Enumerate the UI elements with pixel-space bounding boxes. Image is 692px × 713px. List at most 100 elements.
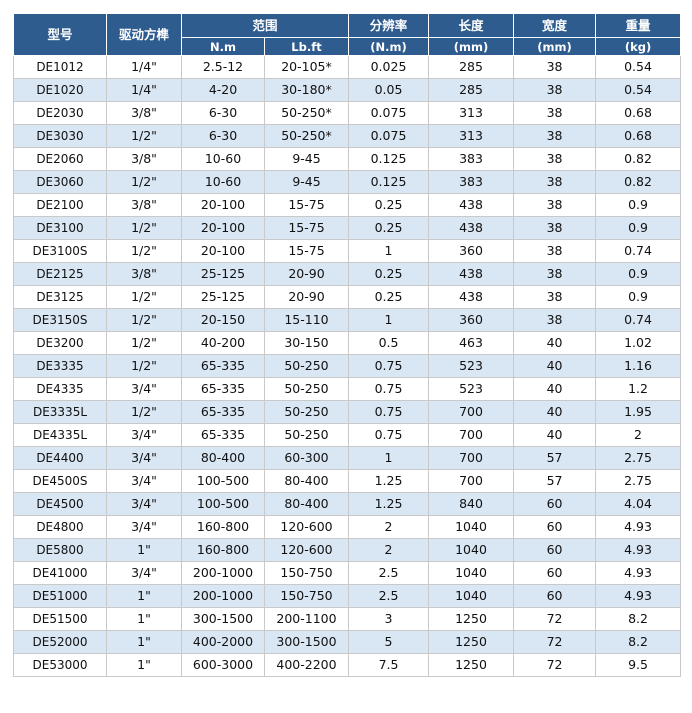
cell-drive: 1": [106, 653, 182, 677]
cell-range-lbft: 20-90: [263, 285, 350, 309]
cell-range-nm: 300-1500: [181, 607, 265, 631]
table-row: DE4800 3/4" 160-800 120-600 2 1040 60 4.93: [13, 515, 682, 539]
table-header: 型号 驱动方榫 范围 分辨率 长度 宽度 重量 N.m Lb.ft (N.m) …: [13, 13, 682, 56]
cell-width: 72: [513, 607, 597, 631]
header-width: 宽度: [513, 13, 597, 38]
cell-model: DE4335: [13, 377, 107, 401]
table-row: DE2030 3/8" 6-30 50-250* 0.075 313 38 0.68: [13, 101, 682, 125]
cell-length: 700: [428, 469, 515, 493]
cell-range-lbft: 9-45: [263, 170, 350, 194]
cell-width: 57: [513, 446, 597, 470]
cell-weight: 2.75: [595, 446, 682, 470]
cell-model: DE3200: [13, 331, 107, 355]
cell-weight: 0.9: [595, 285, 682, 309]
cell-width: 38: [513, 55, 597, 79]
cell-width: 72: [513, 630, 597, 654]
cell-weight: 2.75: [595, 469, 682, 493]
cell-width: 38: [513, 239, 597, 263]
cell-weight: 4.93: [595, 515, 682, 539]
cell-resolution: 0.125: [348, 170, 430, 194]
cell-drive: 3/4": [106, 492, 182, 516]
cell-drive: 1/2": [106, 331, 182, 355]
table-row: DE4335 3/4" 65-335 50-250 0.75 523 40 1.2: [13, 377, 682, 401]
table-row: DE1012 1/4" 2.5-12 20-105* 0.025 285 38 0.54: [13, 55, 682, 79]
cell-length: 523: [428, 377, 515, 401]
cell-length: 383: [428, 147, 515, 171]
cell-length: 438: [428, 193, 515, 217]
cell-width: 38: [513, 308, 597, 332]
cell-range-nm: 160-800: [181, 538, 265, 562]
cell-weight: 4.93: [595, 538, 682, 562]
table-row: DE3100 1/2" 20-100 15-75 0.25 438 38 0.9: [13, 216, 682, 240]
table-row: DE3060 1/2" 10-60 9-45 0.125 383 38 0.82: [13, 170, 682, 194]
cell-width: 38: [513, 262, 597, 286]
cell-length: 360: [428, 239, 515, 263]
cell-width: 38: [513, 78, 597, 102]
cell-range-nm: 20-100: [181, 216, 265, 240]
cell-width: 72: [513, 653, 597, 677]
cell-drive: 1/2": [106, 285, 182, 309]
cell-length: 1040: [428, 561, 515, 585]
table-row: DE5800 1" 160-800 120-600 2 1040 60 4.93: [13, 538, 682, 562]
cell-drive: 3/4": [106, 515, 182, 539]
cell-range-lbft: 150-750: [263, 584, 350, 608]
cell-resolution: 7.5: [348, 653, 430, 677]
cell-resolution: 1: [348, 239, 430, 263]
header-range-nm: N.m: [181, 37, 265, 56]
cell-model: DE2060: [13, 147, 107, 171]
cell-model: DE4500: [13, 492, 107, 516]
cell-drive: 1/2": [106, 239, 182, 263]
cell-range-nm: 65-335: [181, 400, 265, 424]
header-model: 型号: [13, 13, 107, 56]
cell-resolution: 0.25: [348, 216, 430, 240]
cell-range-nm: 25-125: [181, 285, 265, 309]
cell-model: DE4400: [13, 446, 107, 470]
cell-resolution: 0.025: [348, 55, 430, 79]
cell-range-nm: 10-60: [181, 170, 265, 194]
cell-drive: 3/4": [106, 377, 182, 401]
cell-range-nm: 600-3000: [181, 653, 265, 677]
cell-range-lbft: 50-250*: [263, 101, 350, 125]
cell-weight: 0.82: [595, 170, 682, 194]
cell-resolution: 0.075: [348, 101, 430, 125]
header-range-lbft: Lb.ft: [263, 37, 350, 56]
table-row: DE53000 1" 600-3000 400-2200 7.5 1250 72 9.5: [13, 653, 682, 677]
cell-model: DE2100: [13, 193, 107, 217]
cell-range-lbft: 30-180*: [263, 78, 350, 102]
cell-resolution: 5: [348, 630, 430, 654]
header-weight-unit: (kg): [595, 37, 682, 56]
cell-weight: 1.16: [595, 354, 682, 378]
cell-width: 40: [513, 331, 597, 355]
table-row: DE4400 3/4" 80-400 60-300 1 700 57 2.75: [13, 446, 682, 470]
header-length: 长度: [428, 13, 515, 38]
table-row: DE4500S 3/4" 100-500 80-400 1.25 700 57 2.75: [13, 469, 682, 493]
cell-range-lbft: 15-75: [263, 239, 350, 263]
cell-length: 523: [428, 354, 515, 378]
cell-model: DE3030: [13, 124, 107, 148]
cell-model: DE51000: [13, 584, 107, 608]
cell-width: 38: [513, 216, 597, 240]
cell-resolution: 0.75: [348, 377, 430, 401]
cell-width: 38: [513, 147, 597, 171]
cell-drive: 3/8": [106, 147, 182, 171]
cell-width: 40: [513, 377, 597, 401]
cell-weight: 1.02: [595, 331, 682, 355]
table-row: DE2100 3/8" 20-100 15-75 0.25 438 38 0.9: [13, 193, 682, 217]
cell-weight: 4.93: [595, 561, 682, 585]
cell-model: DE3335L: [13, 400, 107, 424]
cell-resolution: 1: [348, 446, 430, 470]
cell-drive: 3/4": [106, 561, 182, 585]
cell-model: DE53000: [13, 653, 107, 677]
cell-range-lbft: 20-105*: [263, 55, 350, 79]
header-width-unit: (mm): [513, 37, 597, 56]
cell-range-lbft: 50-250: [263, 400, 350, 424]
cell-resolution: 1.25: [348, 469, 430, 493]
cell-range-nm: 100-500: [181, 469, 265, 493]
cell-range-nm: 40-200: [181, 331, 265, 355]
cell-width: 38: [513, 124, 597, 148]
cell-width: 40: [513, 400, 597, 424]
cell-length: 700: [428, 423, 515, 447]
cell-width: 60: [513, 515, 597, 539]
cell-model: DE3060: [13, 170, 107, 194]
cell-weight: 8.2: [595, 607, 682, 631]
